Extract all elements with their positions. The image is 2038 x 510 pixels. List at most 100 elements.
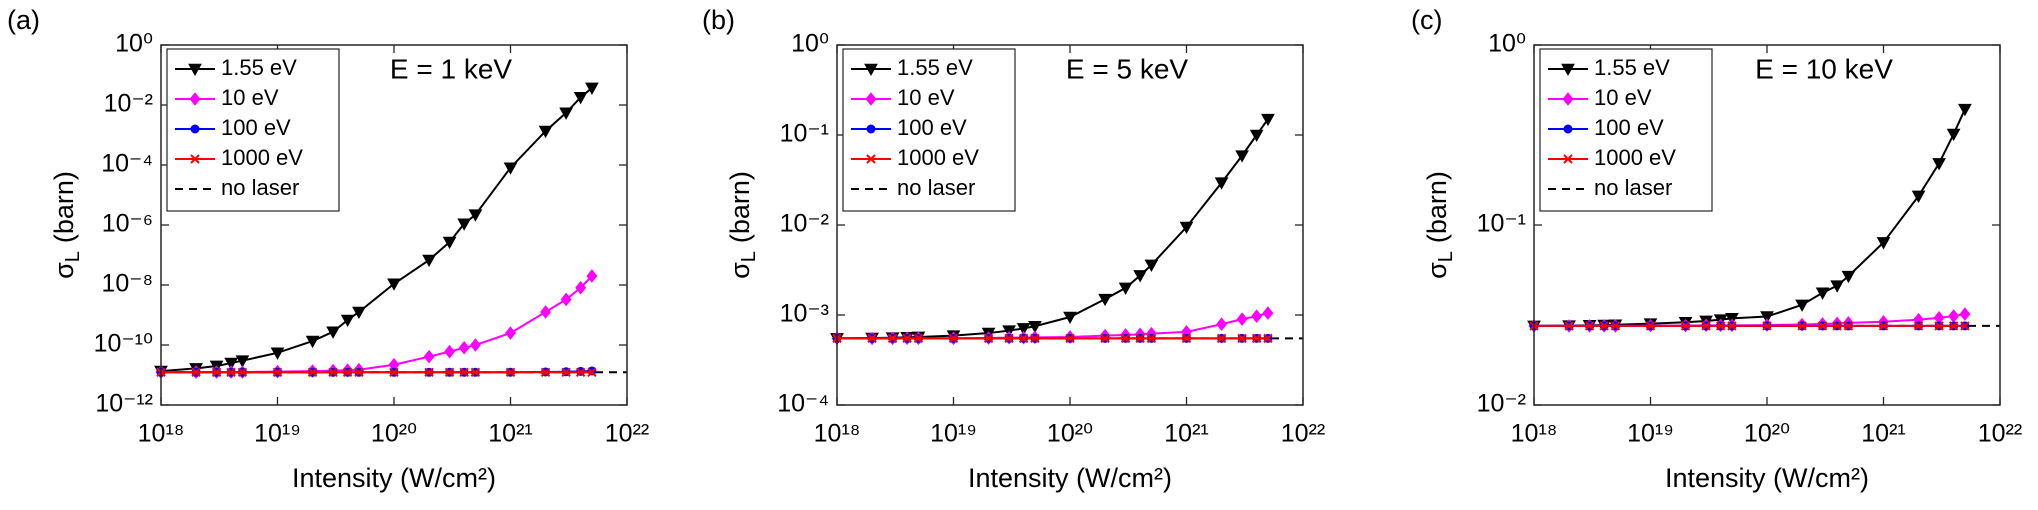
- y-tick-label: 10⁰: [1488, 30, 1526, 58]
- marker: [1100, 333, 1110, 344]
- x-tick-label: 10¹⁸: [138, 420, 185, 448]
- y-tick-label: 10⁻¹²: [95, 390, 153, 418]
- legend-label: 10 eV: [1594, 85, 1652, 110]
- legend-label: no laser: [897, 175, 975, 200]
- y-label-unit: (barn): [1422, 171, 1452, 243]
- marker: [235, 355, 250, 368]
- marker: [305, 335, 320, 349]
- marker: [866, 124, 876, 134]
- legend-label: 10 eV: [221, 85, 279, 110]
- marker: [538, 125, 553, 139]
- legend-label: 1.55 eV: [897, 55, 973, 80]
- legend-label: no laser: [221, 175, 299, 200]
- marker: [1063, 311, 1077, 325]
- marker: [1913, 321, 1924, 331]
- marker: [422, 254, 436, 268]
- x-tick-label: 10²²: [1978, 420, 2022, 448]
- y-tick-label: 10⁰: [115, 30, 153, 58]
- marker: [270, 347, 285, 360]
- x-tick-label: 10²²: [605, 420, 649, 448]
- marker: [1958, 103, 1972, 117]
- marker: [1263, 333, 1273, 344]
- marker: [1561, 63, 1575, 77]
- marker: [1251, 333, 1262, 344]
- marker: [1680, 321, 1691, 331]
- panel-label: (c): [1411, 5, 1442, 35]
- marker: [1216, 317, 1228, 332]
- marker: [1249, 129, 1264, 143]
- marker: [1098, 293, 1112, 307]
- marker: [1610, 321, 1621, 331]
- marker: [469, 338, 481, 352]
- marker: [1135, 333, 1145, 344]
- marker: [442, 236, 457, 250]
- y-tick-label: 10⁻³: [780, 300, 829, 328]
- marker: [1934, 321, 1944, 331]
- y-tick-label: 10⁻²: [104, 90, 153, 118]
- marker: [1599, 321, 1609, 331]
- marker: [983, 333, 994, 344]
- marker: [459, 367, 469, 378]
- marker: [1760, 311, 1774, 324]
- marker: [237, 367, 248, 378]
- marker: [1911, 190, 1926, 203]
- y-tick-label: 10⁻⁶: [102, 210, 153, 238]
- marker: [587, 367, 597, 378]
- marker: [191, 367, 201, 378]
- marker: [1878, 321, 1889, 331]
- marker: [1948, 321, 1959, 331]
- y-tick-label: 10⁻¹⁰: [94, 330, 153, 358]
- y-tick-label: 10⁻⁴: [777, 390, 829, 418]
- marker: [1562, 92, 1574, 106]
- marker: [272, 367, 283, 378]
- y-label-subscript: L: [62, 251, 84, 262]
- panel-label: (b): [702, 5, 735, 35]
- marker: [190, 154, 200, 164]
- legend-label: no laser: [1594, 175, 1672, 200]
- marker: [505, 367, 516, 378]
- x-tick-label: 10²⁰: [371, 420, 417, 448]
- legend-label: 100 eV: [897, 115, 967, 140]
- marker: [586, 269, 598, 283]
- marker: [1018, 333, 1029, 344]
- marker: [211, 367, 222, 378]
- y-label-symbol: σ: [49, 262, 79, 279]
- marker: [864, 63, 878, 77]
- marker: [559, 107, 573, 120]
- marker: [865, 92, 877, 106]
- marker: [1876, 237, 1891, 250]
- marker: [1701, 321, 1711, 331]
- legend-label: 1.55 eV: [1594, 55, 1670, 80]
- marker: [1146, 333, 1157, 344]
- x-tick-label: 10²⁰: [1744, 420, 1790, 448]
- marker: [1016, 323, 1031, 336]
- marker: [1235, 150, 1249, 163]
- x-tick-label: 10¹⁹: [930, 420, 977, 448]
- y-axis-label: σL (barn): [1422, 171, 1457, 279]
- marker: [866, 154, 876, 164]
- y-label-symbol: σ: [1422, 262, 1452, 279]
- marker: [328, 367, 338, 378]
- x-tick-label: 10²¹: [1164, 420, 1208, 448]
- marker: [561, 367, 571, 378]
- marker: [1179, 221, 1194, 235]
- legend-label: 1.55 eV: [221, 55, 297, 80]
- annotation: E = 10 keV: [1755, 53, 1893, 84]
- marker: [226, 367, 236, 378]
- marker: [1030, 333, 1040, 344]
- marker: [188, 63, 202, 77]
- axes-frame: [836, 44, 1304, 406]
- marker: [560, 292, 572, 307]
- marker: [1645, 321, 1656, 331]
- marker: [352, 306, 366, 320]
- annotation: E = 1 keV: [390, 53, 513, 84]
- legend-label: 100 eV: [1594, 115, 1664, 140]
- y-tick-label: 10⁻²: [780, 210, 829, 238]
- marker: [1830, 280, 1844, 293]
- marker: [1262, 306, 1274, 320]
- annotation: E = 5 keV: [1066, 53, 1189, 84]
- marker: [1959, 307, 1971, 321]
- marker: [1841, 270, 1856, 284]
- marker: [307, 367, 318, 378]
